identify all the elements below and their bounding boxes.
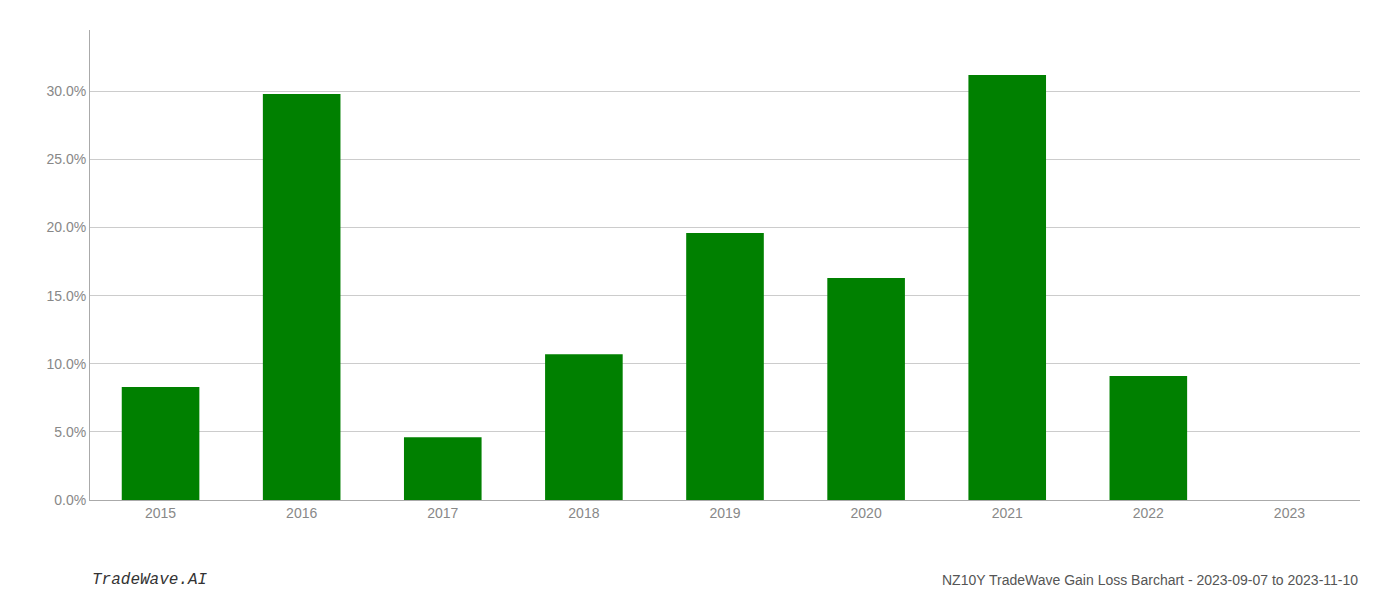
svg-text:15.0%: 15.0% [46, 288, 86, 304]
svg-text:0.0%: 0.0% [54, 492, 86, 508]
svg-text:30.0%: 30.0% [46, 83, 86, 99]
svg-text:2015: 2015 [145, 505, 176, 521]
svg-text:TradeWave.AI: TradeWave.AI [92, 571, 208, 589]
svg-text:20.0%: 20.0% [46, 219, 86, 235]
svg-text:2022: 2022 [1133, 505, 1164, 521]
svg-text:25.0%: 25.0% [46, 151, 86, 167]
svg-text:2021: 2021 [992, 505, 1023, 521]
svg-text:2018: 2018 [568, 505, 599, 521]
svg-text:5.0%: 5.0% [54, 424, 86, 440]
svg-text:2017: 2017 [427, 505, 458, 521]
svg-text:2023: 2023 [1274, 505, 1305, 521]
svg-text:10.0%: 10.0% [46, 356, 86, 372]
svg-text:2016: 2016 [286, 505, 317, 521]
svg-text:2020: 2020 [851, 505, 882, 521]
svg-text:NZ10Y TradeWave Gain Loss Barc: NZ10Y TradeWave Gain Loss Barchart - 202… [942, 572, 1358, 588]
svg-text:2019: 2019 [709, 505, 740, 521]
